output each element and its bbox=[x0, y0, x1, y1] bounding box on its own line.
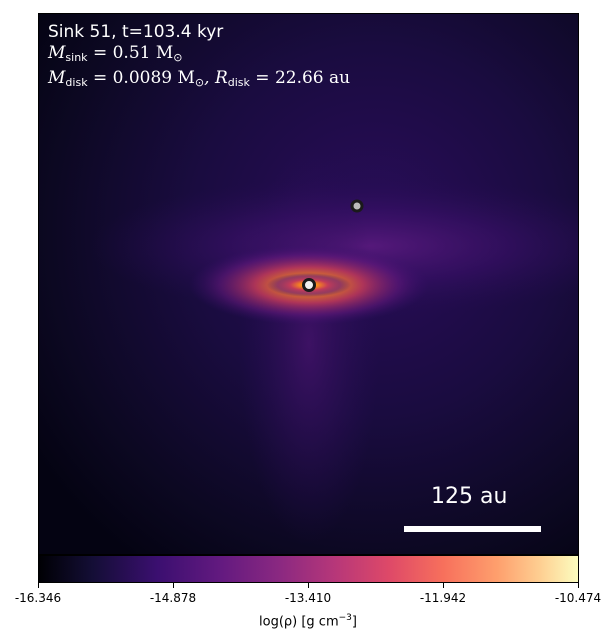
colorbar-tick-label: -13.410 bbox=[284, 591, 332, 605]
colorbar-label: log(ρ) [g cm−3] bbox=[259, 613, 357, 630]
colorbar-tick bbox=[578, 583, 579, 588]
colorbar-tick-label: -16.346 bbox=[14, 591, 62, 605]
sink-info: Sink 51, t=103.4 kyr Msink = 0.51 M⊙ Mdi… bbox=[48, 22, 350, 93]
sink-title: Sink 51, t=103.4 kyr bbox=[48, 22, 224, 42]
sink-marker-secondary bbox=[350, 199, 364, 213]
colorbar-tick bbox=[308, 583, 309, 588]
scalebar-label: 125 au bbox=[431, 484, 508, 509]
disk-properties: Mdisk = 0.0089 M⊙, Rdisk = 22.66 au bbox=[48, 68, 351, 89]
colorbar bbox=[38, 555, 579, 583]
colorbar-tick-label: -11.942 bbox=[419, 591, 467, 605]
colorbar-tick bbox=[443, 583, 444, 588]
sink-marker-primary bbox=[302, 278, 316, 292]
scalebar bbox=[404, 526, 541, 532]
colorbar-tick-label: -14.878 bbox=[149, 591, 197, 605]
density-map: Sink 51, t=103.4 kyr Msink = 0.51 M⊙ Mdi… bbox=[38, 13, 579, 555]
colorbar-tick-label: -10.474 bbox=[554, 591, 602, 605]
colorbar-tick bbox=[173, 583, 174, 588]
density-map-image bbox=[39, 14, 578, 554]
colorbar-tick bbox=[38, 583, 39, 588]
sink-mass: Msink = 0.51 M⊙ bbox=[48, 43, 183, 64]
